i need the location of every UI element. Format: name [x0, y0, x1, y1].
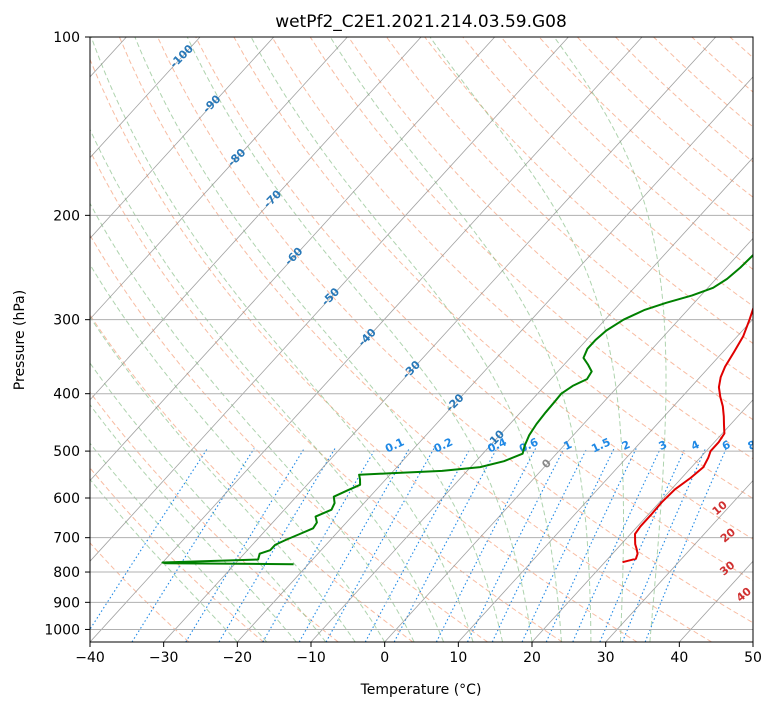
dry-adiabat-line	[309, 37, 753, 460]
plot-frame	[89, 36, 754, 643]
isotherm-line	[163, 37, 717, 642]
dry-adiabat-line	[118, 37, 712, 642]
moist-adiabat-line	[134, 37, 503, 642]
y-tick-label: 300	[53, 313, 80, 329]
x-tick-label: −20	[223, 650, 253, 666]
moist-adiabat-line	[90, 478, 238, 642]
mixing-ratio-line	[521, 448, 615, 642]
moist-adiabat-line	[90, 315, 356, 642]
moist-adiabat-line	[90, 442, 268, 642]
x-tick-label: 20	[523, 650, 541, 666]
dry-adiabat-line	[424, 37, 753, 344]
dry-adiabat-line	[90, 58, 638, 642]
x-axis: −40 −30 −20 −10 0 10 20 30 40 50	[75, 642, 762, 666]
y-tick-label: 200	[53, 208, 80, 224]
profile-lines	[161, 253, 753, 566]
y-tick-label: 500	[53, 444, 80, 460]
isotherm-line	[90, 37, 275, 239]
x-tick-label: 10	[449, 650, 467, 666]
y-tick-label: 700	[53, 531, 80, 547]
dry-adiabat-line	[195, 37, 753, 582]
mixing-ratio-line	[90, 448, 208, 631]
mixing-ratio-line	[393, 448, 498, 642]
x-tick-label: −40	[75, 650, 105, 666]
isotherm-line	[90, 37, 643, 642]
mixing-ratio-line	[262, 448, 376, 642]
dry-adiabat-line	[90, 313, 414, 642]
moist-adiabat-line	[553, 37, 667, 642]
y-axis: 100 200 300 400 500 600 700 800 900 1000	[44, 30, 90, 638]
mixing-ratio-line	[364, 448, 471, 642]
moist-adiabat-line	[186, 37, 533, 642]
moist-adiabat-line	[90, 403, 297, 642]
mixing-ratio-line	[545, 448, 637, 642]
x-axis-label: Temperature (°C)	[360, 682, 482, 698]
isotherm-line	[90, 37, 201, 159]
isotherm-line	[90, 37, 496, 482]
x-tick-label: 0	[380, 650, 389, 666]
dry-adiabat-line	[157, 37, 753, 624]
grid-lines	[90, 37, 753, 642]
isotherm-line	[531, 399, 753, 642]
y-tick-label: 100	[53, 30, 80, 46]
mixing-ratio-label: 8	[746, 438, 758, 453]
x-tick-label: 40	[670, 650, 688, 666]
x-tick-label: 50	[744, 650, 762, 666]
temperature-line	[622, 305, 753, 564]
isotherm-line	[310, 157, 753, 642]
isotherm-line	[384, 237, 753, 642]
isotherm-line	[90, 37, 422, 401]
y-tick-label: 900	[53, 595, 80, 611]
y-tick-label: 800	[53, 565, 80, 581]
isotherm-line	[237, 76, 753, 642]
isotherm-line	[90, 37, 569, 562]
moist-adiabat-line	[90, 202, 415, 642]
moist-adiabat-line	[250, 37, 562, 642]
moist-adiabat-line	[90, 37, 474, 642]
y-tick-label: 600	[53, 491, 80, 507]
x-tick-label: −10	[296, 650, 326, 666]
x-tick-label: 30	[597, 650, 615, 666]
mixing-ratio-line	[644, 448, 727, 642]
y-tick-label: 400	[53, 387, 80, 403]
isotherm-line	[90, 37, 348, 320]
mixing-ratio-line	[435, 448, 537, 642]
moist-adiabat-line	[90, 263, 386, 642]
dewpoint-line	[161, 253, 753, 566]
isotherm-line	[458, 318, 753, 642]
isotherm-line	[605, 479, 753, 642]
y-axis-label: Pressure (hPa)	[12, 290, 28, 390]
dry-adiabat-line	[386, 37, 753, 382]
moist-adiabat-line	[429, 37, 624, 642]
chart-title: wetPf2_C2E1.2021.214.03.59.G08	[275, 12, 567, 32]
dry-adiabat-line	[90, 149, 563, 642]
dry-adiabat-line	[271, 37, 753, 500]
moist-adiabat-line	[329, 37, 592, 642]
moist-adiabat-line	[90, 128, 445, 642]
x-tick-label: −30	[149, 650, 179, 666]
y-tick-label: 1000	[44, 622, 80, 638]
